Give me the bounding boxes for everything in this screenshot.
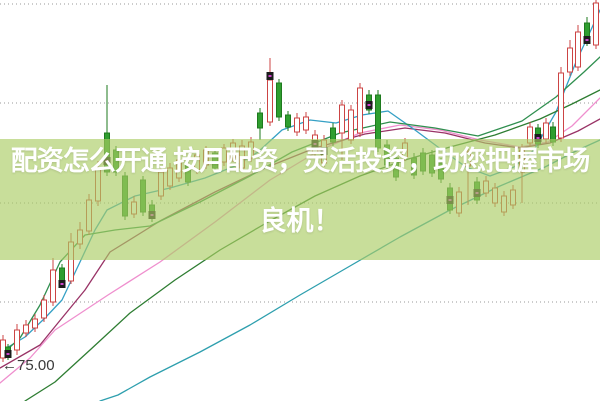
candle (558, 67, 564, 142)
candle (266, 58, 274, 126)
candle (276, 79, 282, 121)
candle (285, 111, 291, 131)
price-marker-label: ←75.00 (2, 357, 55, 374)
candle (58, 264, 66, 288)
promo-ad-text-line1[interactable]: 配资怎么开通 按月配资，灵活投资，助您把握市场 (10, 146, 591, 176)
candle (575, 25, 581, 71)
candle (365, 90, 373, 114)
candle (294, 113, 300, 136)
candle (32, 314, 38, 332)
candle (257, 108, 263, 140)
candle (303, 112, 309, 134)
candle (23, 320, 29, 337)
candle (593, 0, 599, 49)
candle (50, 258, 56, 306)
promo-ad-text-line2[interactable]: 良机！ (259, 206, 341, 236)
candle (567, 40, 573, 76)
candle (14, 324, 20, 355)
promo-ad-band[interactable] (0, 139, 600, 260)
candle (4, 344, 12, 360)
candle (583, 17, 591, 46)
candle (41, 295, 47, 322)
candle (357, 83, 363, 137)
